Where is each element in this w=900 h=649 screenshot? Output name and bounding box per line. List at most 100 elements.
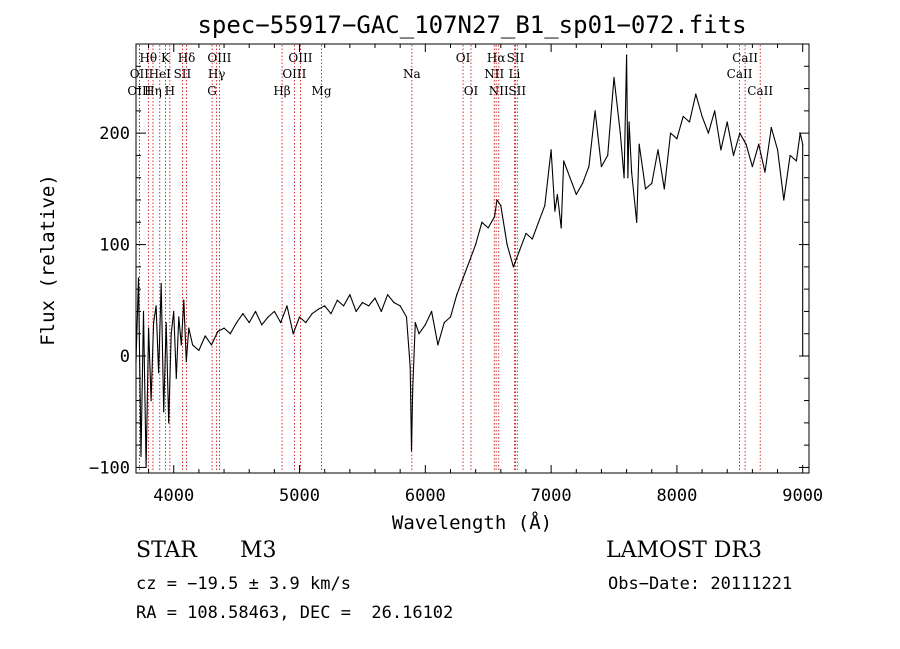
line-label-Mg: Mg <box>312 84 332 98</box>
spectrum-point <box>210 344 213 346</box>
spectrum-point <box>714 110 716 112</box>
spectrum-point <box>783 199 785 201</box>
line-label-Li: Li <box>508 67 520 81</box>
spectrum-point <box>192 344 194 346</box>
spectrum-point <box>336 299 338 301</box>
spectrum-point <box>556 193 559 196</box>
spectrum-point <box>795 160 798 162</box>
spectrum-point <box>188 327 190 329</box>
spectrum-point <box>462 277 464 279</box>
spectrum-point <box>431 310 433 313</box>
spectrum-point <box>393 301 395 304</box>
line-label-OIII: OIII <box>288 51 312 65</box>
spectrum-point <box>739 132 741 134</box>
spectrum-point <box>644 188 647 190</box>
line-label-OIII: OIII <box>207 51 231 65</box>
line-label-SII: SII <box>508 84 526 98</box>
line-label-G: G <box>207 84 217 98</box>
x-tick-label: 5000 <box>279 486 320 506</box>
spectrum-point <box>600 165 603 168</box>
spectrum-point <box>701 115 703 118</box>
spectrum-point <box>147 327 150 329</box>
spectrum-point <box>651 182 653 184</box>
spectrum-point <box>142 310 145 313</box>
spectrum-point <box>481 221 483 223</box>
line-label-HeI: HeI <box>149 67 172 81</box>
spectrum-point <box>355 310 357 313</box>
spectrum-point <box>588 165 590 168</box>
line-label-NII: NII <box>484 67 504 81</box>
spectrum-point <box>751 165 753 168</box>
spectrum-point <box>475 243 477 246</box>
spectrum-point <box>613 76 615 79</box>
spectrum-point <box>261 324 263 326</box>
object-class: STAR <box>136 538 197 563</box>
coordinates: RA = 108.58463, DEC = 26.16102 <box>136 603 454 623</box>
line-label-OIII: OIII <box>282 67 306 81</box>
line-label-Hβ: Hβ <box>273 84 290 98</box>
y-tick-label: 200 <box>99 124 130 144</box>
spectrum-point <box>638 143 640 145</box>
line-label-OIII: OIII <box>127 84 151 98</box>
spectrum-point <box>409 366 411 368</box>
line-label-Hγ: Hγ <box>208 67 226 81</box>
spectrum-point <box>217 330 219 333</box>
spectrum-point <box>305 321 307 324</box>
spectrum-point <box>170 333 172 335</box>
line-label-NII: NII <box>489 84 509 98</box>
spectrum-point <box>619 132 621 134</box>
spectrum-point <box>150 399 152 402</box>
spectrum-point <box>631 171 633 173</box>
line-label-CaII: CaII <box>732 51 758 65</box>
line-label-OI: OI <box>456 51 471 65</box>
line-label-OI: OI <box>464 84 479 98</box>
observation-date: Obs−Date: 20111221 <box>608 574 793 594</box>
spectrum-point <box>399 305 401 307</box>
x-tick-label: 4000 <box>153 486 194 506</box>
spectrum-point <box>594 110 596 112</box>
spectrum-point <box>500 204 502 207</box>
spectrum-point <box>178 316 180 318</box>
spectrum-point <box>405 316 408 318</box>
spectrum-point <box>575 193 577 196</box>
spectrum-point <box>688 121 691 123</box>
spectrum-point <box>789 154 791 157</box>
line-label-H: H <box>165 84 175 98</box>
spectrum-point <box>374 297 376 299</box>
spectrum-point <box>628 121 630 123</box>
y-tick-label: 100 <box>99 236 130 256</box>
spectrum-point <box>280 321 282 324</box>
line-label-Na: Na <box>403 67 421 81</box>
y-axis-label: Flux (relative) <box>37 174 59 346</box>
spectrum-point <box>623 177 625 179</box>
line-label-Hη: Hη <box>144 84 162 98</box>
spectrum-point <box>204 335 206 337</box>
spectrum-point <box>248 321 250 324</box>
spectrum-point <box>198 349 200 352</box>
spectrum-point <box>267 316 269 318</box>
spectrum-point <box>185 360 187 363</box>
spectrum-point <box>443 321 445 324</box>
spectrum-point <box>560 227 562 229</box>
spectrum-point <box>627 177 629 179</box>
line-label-CaII: CaII <box>747 84 773 98</box>
spectrum-point <box>158 372 160 374</box>
spectrum-point <box>140 455 142 457</box>
spectrum-point <box>802 143 804 145</box>
spectrum-point <box>273 310 275 313</box>
line-label-SII: SII <box>174 67 192 81</box>
spectrum-point <box>163 411 165 413</box>
spectrum-point <box>676 138 678 140</box>
spectrum-point <box>563 160 565 162</box>
spectrum-series <box>135 54 804 469</box>
line-label-Hθ: Hθ <box>139 51 157 65</box>
spectrum-point <box>410 450 413 452</box>
spectrum-point <box>254 310 257 313</box>
spectrum-point <box>324 305 326 307</box>
spectrum-point <box>764 171 766 173</box>
y-tick-label: −100 <box>89 458 130 478</box>
axis-ticks: 4000 5000 6000 7000 8000 9000 −100 0 100 200 <box>89 44 823 506</box>
line-label-OII: OII <box>130 67 150 81</box>
spectrum-point <box>537 221 540 223</box>
spectrum-point <box>449 316 452 318</box>
